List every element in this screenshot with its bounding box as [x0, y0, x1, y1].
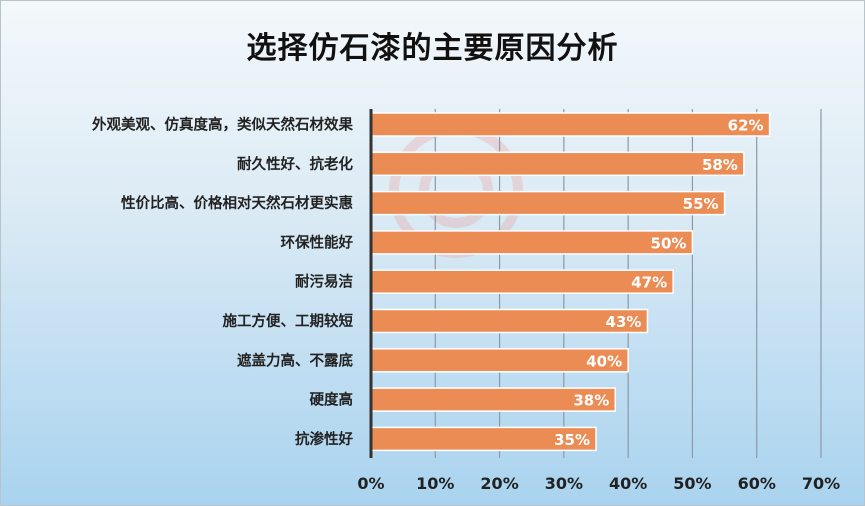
category-label: 遮盖力高、不露底 — [237, 351, 353, 369]
bar — [370, 230, 694, 255]
category-label: 抗渗性好 — [295, 430, 353, 448]
data-label: 58% — [702, 156, 738, 174]
data-label: 62% — [728, 117, 764, 135]
x-tick-label: 10% — [416, 474, 454, 493]
data-label: 55% — [683, 195, 719, 213]
data-label: 50% — [651, 234, 687, 252]
category-label: 环保性能好 — [281, 233, 354, 251]
x-tick-label: 40% — [609, 474, 647, 493]
bar — [370, 151, 745, 177]
category-label: 施工方便、工期较短 — [223, 312, 354, 330]
x-tick-label: 0% — [357, 474, 384, 493]
bar — [370, 112, 771, 137]
category-label: 硬度高 — [310, 391, 354, 409]
x-tick-label: 70% — [802, 474, 840, 493]
data-label: 43% — [606, 313, 642, 331]
x-tick-label: 60% — [738, 474, 776, 493]
bar — [370, 269, 674, 294]
x-tick-label: 50% — [673, 474, 711, 493]
data-label: 38% — [573, 392, 609, 410]
bar — [370, 190, 726, 216]
data-label: 35% — [554, 431, 590, 449]
category-label: 耐污易洁 — [295, 273, 353, 291]
x-tick-label: 20% — [480, 474, 518, 493]
x-tick-label: 30% — [545, 474, 583, 493]
category-label: 性价比高、价格相对天然石材更实惠 — [121, 194, 353, 212]
category-label: 耐久性好、抗老化 — [237, 155, 353, 173]
chart-title: 选择仿石漆的主要原因分析 — [246, 31, 619, 66]
data-label: 40% — [586, 352, 622, 370]
data-label: 47% — [631, 274, 667, 292]
category-label: 外观美观、仿真度高，类似天然石材效果 — [92, 116, 353, 134]
